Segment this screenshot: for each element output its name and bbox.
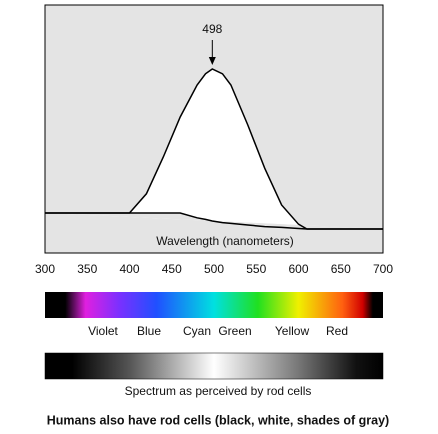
x-tick-label: 400 [119, 262, 139, 276]
spectrum-caption: Spectrum as perceived by rod cells [125, 384, 312, 398]
gray-spectrum-bar [44, 352, 384, 380]
annotation-arrowhead [208, 57, 216, 65]
x-tick-label: 650 [331, 262, 351, 276]
spectrum-label: Red [326, 324, 348, 338]
annotation-label: 498 [202, 22, 222, 36]
x-tick-label: 300 [35, 262, 55, 276]
plot [45, 68, 383, 230]
figure-caption: Humans also have rod cells (black, white… [47, 413, 389, 427]
spectrum-label: Yellow [275, 324, 310, 338]
spectrum-label: Cyan [183, 324, 211, 338]
x-tick-label: 700 [373, 262, 393, 276]
spectrum-label: Blue [137, 324, 161, 338]
curve [45, 68, 383, 230]
x-tick-label: 550 [246, 262, 266, 276]
x-tick-label: 350 [77, 262, 97, 276]
x-tick-label: 500 [204, 262, 224, 276]
curve-fill [45, 69, 383, 229]
color-spectrum-bar [45, 292, 383, 318]
x-tick-label: 600 [288, 262, 308, 276]
curve [45, 212, 383, 230]
spectrum-label: Green [218, 324, 251, 338]
spectrum-label: Violet [88, 324, 118, 338]
x-axis-label: Wavelength (nanometers) [156, 234, 294, 248]
x-tick-label: 450 [162, 262, 182, 276]
